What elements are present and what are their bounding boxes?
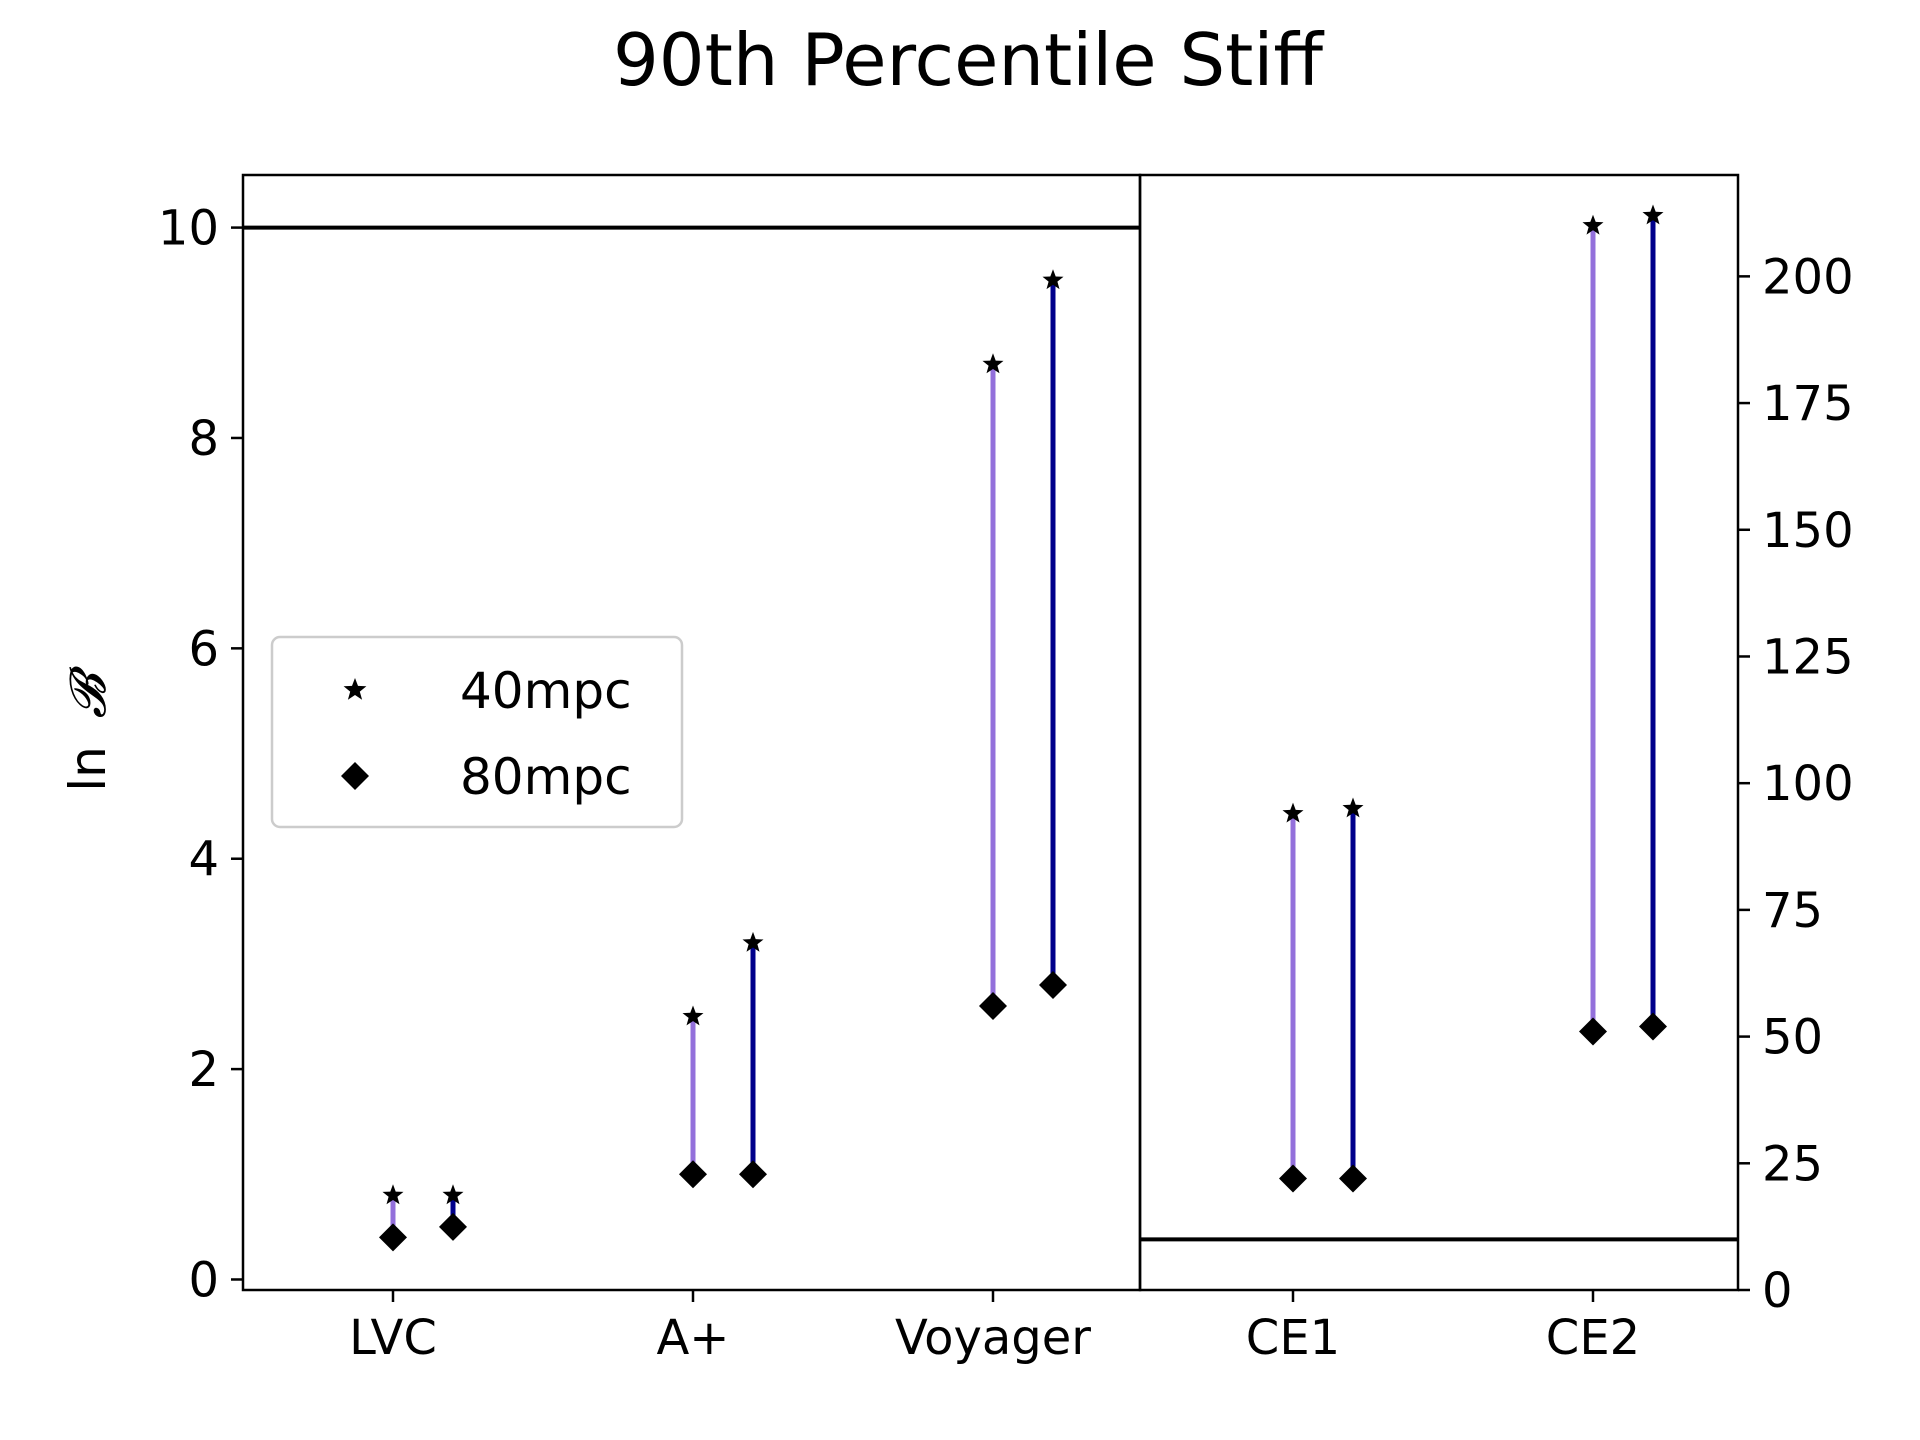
y-right-tick-label: 100 (1762, 756, 1854, 812)
point-40mpc (442, 1184, 464, 1205)
y-right-tick-label: 75 (1762, 883, 1823, 939)
y-right-tick-label: 150 (1762, 503, 1854, 559)
legend-label: 40mpc (460, 662, 632, 720)
x-tick-label: Voyager (895, 1310, 1091, 1366)
x-tick-label: A+ (656, 1310, 729, 1366)
y-left-tick-label: 6 (188, 621, 219, 677)
y-right-tick-label: 25 (1762, 1136, 1823, 1192)
point-40mpc (1582, 214, 1604, 235)
y-left-tick-label: 2 (188, 1042, 219, 1098)
y-left-tick-label: 4 (188, 832, 219, 888)
point-40mpc (382, 1184, 404, 1205)
point-80mpc (1279, 1164, 1307, 1193)
y-left-tick-label: 10 (158, 201, 219, 257)
point-40mpc (682, 1005, 704, 1026)
right-panel-frame (1138, 173, 1740, 1292)
point-40mpc (1642, 204, 1664, 225)
y-axis-label-text: ln (59, 746, 117, 792)
x-tick-label: LVC (349, 1310, 437, 1366)
point-40mpc (1042, 269, 1064, 290)
legend-items: 40mpc 80mpc (341, 662, 632, 806)
y-right-tick-label: 200 (1762, 249, 1854, 305)
y-axis-label-symbol: 𝓑 (59, 665, 117, 718)
data-marks (379, 204, 1667, 1252)
chart-title: 90th Percentile Stiff (613, 18, 1324, 102)
point-80mpc (739, 1160, 767, 1189)
legend-diamond-icon (341, 762, 369, 790)
legend-box (270, 635, 684, 829)
y-axis-label: ln 𝓑 (59, 665, 117, 792)
right-panel (1138, 173, 1740, 1292)
x-tick-label: CE1 (1246, 1310, 1340, 1366)
point-80mpc (1039, 970, 1067, 999)
y-left-tick-label: 0 (188, 1252, 219, 1308)
point-80mpc (1639, 1012, 1667, 1041)
point-40mpc (982, 353, 1004, 374)
point-80mpc (439, 1212, 467, 1241)
point-80mpc (679, 1160, 707, 1189)
legend-label: 80mpc (460, 748, 632, 806)
point-40mpc (1282, 802, 1304, 823)
point-80mpc (1579, 1017, 1607, 1046)
legend: 40mpc 80mpc (270, 635, 684, 829)
point-40mpc (742, 931, 764, 952)
point-80mpc (1339, 1164, 1367, 1193)
point-40mpc (1342, 797, 1364, 818)
point-80mpc (979, 991, 1007, 1020)
y-left-tick-label: 8 (188, 411, 219, 467)
y-right-tick-label: 175 (1762, 376, 1854, 432)
y-right-tick-label: 0 (1762, 1263, 1793, 1319)
y-right-tick-label: 50 (1762, 1010, 1823, 1066)
x-tick-label: CE2 (1546, 1310, 1640, 1366)
legend-star-icon (343, 678, 367, 700)
y-right-tick-label: 125 (1762, 629, 1854, 685)
point-80mpc (379, 1223, 407, 1252)
